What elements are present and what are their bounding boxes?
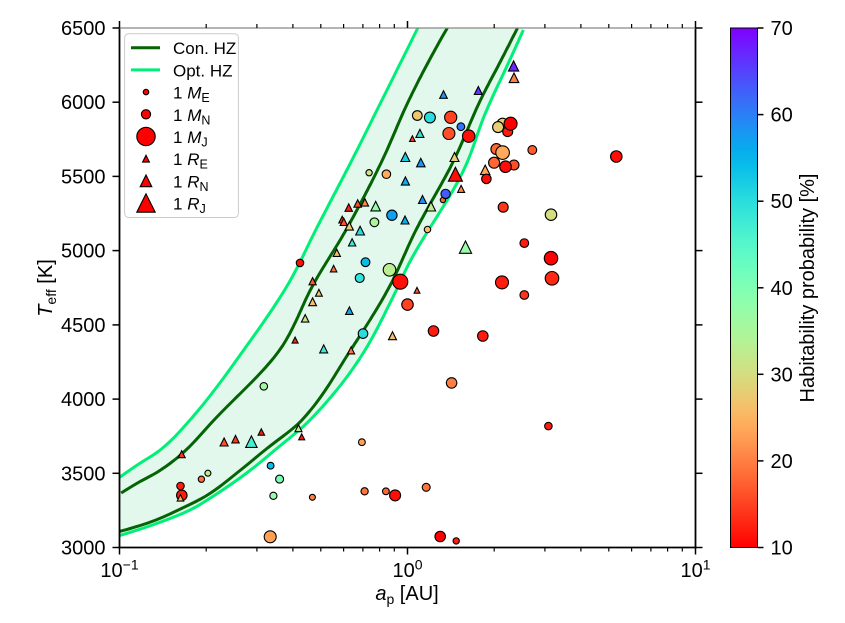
svg-text:10: 10 [771,538,793,560]
svg-text:Con. HZ: Con. HZ [173,39,236,58]
svg-text:3000: 3000 [61,538,106,560]
svg-text:6000: 6000 [61,92,106,114]
svg-text:20: 20 [771,451,793,473]
svg-text:70: 70 [771,18,793,40]
svg-text:60: 60 [771,105,793,127]
svg-text:1 RJ: 1 RJ [173,195,206,217]
svg-text:1 MJ: 1 MJ [173,128,208,150]
svg-text:50: 50 [771,191,793,213]
svg-text:30: 30 [771,364,793,386]
svg-text:1 ME: 1 ME [173,84,210,106]
svg-text:1 RE: 1 RE [173,150,208,172]
svg-text:4500: 4500 [61,315,106,337]
svg-text:5000: 5000 [61,241,106,263]
svg-text:6500: 6500 [61,18,106,40]
svg-text:Opt. HZ: Opt. HZ [173,61,233,80]
svg-text:40: 40 [771,278,793,300]
svg-text:1 MN: 1 MN [173,106,210,128]
svg-text:ap [AU]: ap [AU] [375,583,438,607]
svg-text:Teff [K]: Teff [K] [35,259,59,317]
svg-text:Habitability probability [%]: Habitability probability [%] [797,174,819,403]
svg-text:3500: 3500 [61,463,106,485]
svg-text:5500: 5500 [61,166,106,188]
svg-text:4000: 4000 [61,389,106,411]
